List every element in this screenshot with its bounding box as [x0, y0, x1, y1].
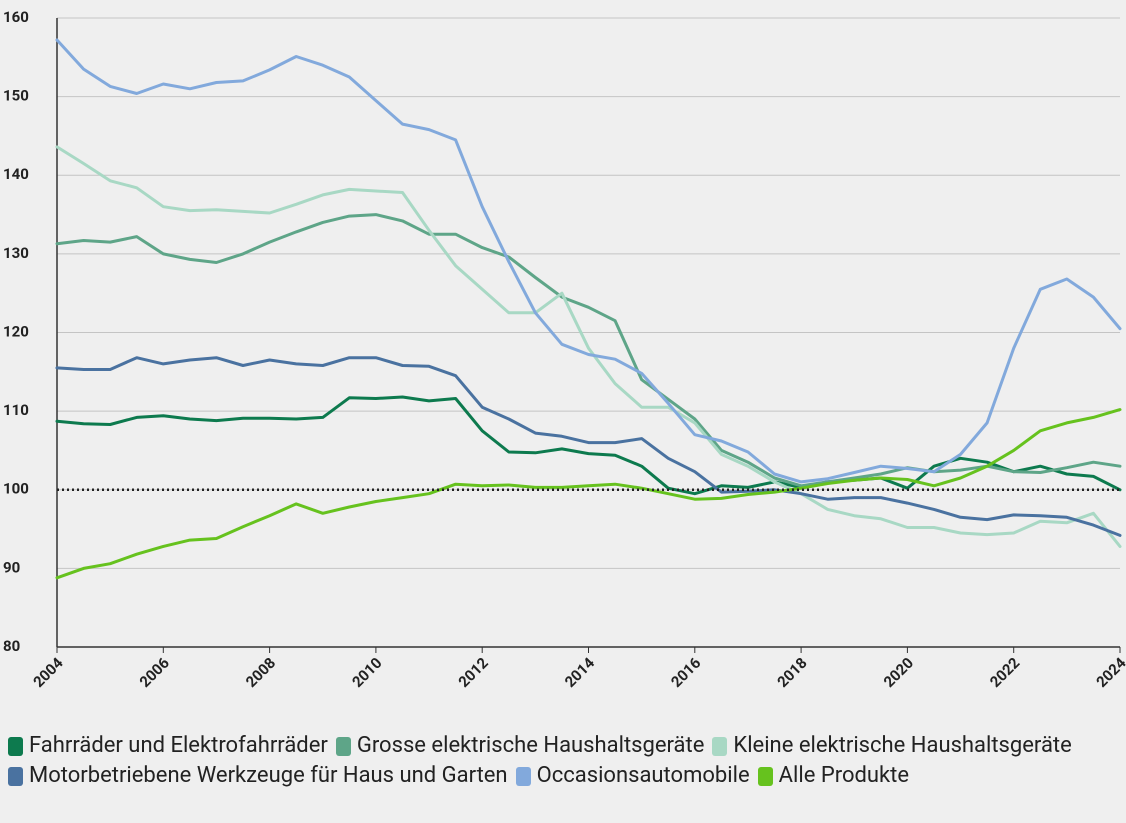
y-tick-label: 100 — [3, 480, 29, 498]
series-line — [55, 145, 1122, 548]
x-tick-label: 2018 — [774, 654, 811, 691]
legend-swatch — [712, 736, 728, 756]
x-tick-label: 2014 — [561, 654, 598, 691]
chart: 80 90 100 110 120 130 140 150 160 2004 2006 2008 201… — [3, 8, 1126, 691]
legend: Fahrräder und Elektrofahrräder Grosse ele… — [8, 731, 1118, 791]
legend-item: Alle Produkte — [757, 761, 910, 791]
legend-label: Fahrräder und Elektrofahrräder — [29, 733, 328, 758]
y-tick-label: 160 — [3, 8, 29, 26]
legend-label: Occasionsautomobile — [536, 763, 750, 788]
x-tick-label: 2024 — [1093, 654, 1126, 691]
y-tick-label: 150 — [3, 87, 29, 105]
y-tick-label: 140 — [3, 165, 29, 183]
legend-swatch — [8, 736, 23, 756]
x-tick-label: 2006 — [136, 654, 173, 691]
legend-item: Grosse elektrische Haushaltsgeräte — [335, 731, 705, 761]
legend-swatch — [335, 736, 351, 756]
series-line — [55, 408, 1122, 580]
series-line — [55, 356, 1122, 537]
y-tick-label: 80 — [3, 637, 20, 655]
legend-item: Occasionsautomobile — [515, 761, 750, 791]
legend-label: Grosse elektrische Haushaltsgeräte — [356, 733, 705, 758]
legend-label: Kleine elektrische Haushaltsgeräte — [733, 733, 1072, 758]
legend-item: Fahrräder und Elektrofahrräder — [8, 731, 328, 761]
series-line — [55, 38, 1122, 484]
y-tick-label: 90 — [3, 558, 20, 576]
legend-label: Alle Produkte — [778, 763, 910, 788]
x-tick-label: 2020 — [880, 654, 917, 691]
x-tick-label: 2012 — [455, 654, 492, 691]
x-tick-label: 2008 — [242, 654, 279, 691]
y-tick-label: 110 — [3, 401, 29, 419]
legend-label: Motorbetriebene Werkzeuge für Haus und G… — [29, 763, 508, 788]
series-line — [55, 213, 1122, 488]
x-tick-label: 2016 — [667, 654, 704, 691]
legend-item: Motorbetriebene Werkzeuge für Haus und G… — [8, 761, 508, 791]
legend-swatch — [515, 766, 531, 786]
y-tick-label: 120 — [3, 322, 29, 340]
legend-item: Kleine elektrische Haushaltsgeräte — [712, 731, 1072, 761]
x-tick-label: 2010 — [348, 654, 385, 691]
x-tick-label: 2022 — [986, 654, 1023, 691]
y-tick-label: 130 — [3, 244, 29, 262]
legend-swatch — [757, 766, 773, 786]
legend-swatch — [8, 766, 23, 786]
series-line — [55, 395, 1122, 496]
x-tick-label: 2004 — [30, 654, 67, 691]
